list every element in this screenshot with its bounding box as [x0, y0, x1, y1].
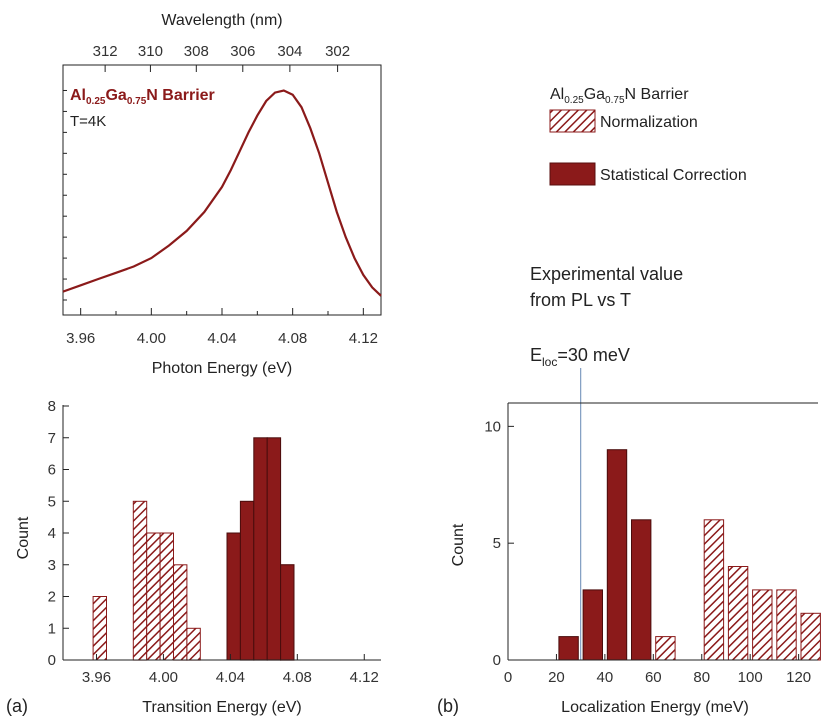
a-y-tick-label: 7	[48, 430, 56, 447]
panel-label-b: (b)	[437, 696, 459, 716]
a-y-tick-label: 2	[48, 589, 56, 606]
a-x-tick-label: 3.96	[82, 669, 111, 686]
a-y-tick-label: 6	[48, 462, 56, 479]
a-y-tick-label: 0	[48, 652, 56, 669]
wavelength-axis-label: Wavelength (nm)	[161, 12, 282, 29]
a-bar-solid	[239, 500, 255, 661]
temperature-label: T=4K	[70, 113, 106, 130]
a-y-tick-label: 3	[48, 557, 56, 574]
transition-histogram-panel: 0 1 2 3 4 5 6 7 8 3.96 4.00 4.04 4.08 4.12 Count Tra…	[6, 398, 381, 716]
b-bar-solid	[582, 589, 603, 661]
b-x-tick-label: 80	[693, 669, 710, 686]
annotation-line-1: Experimental value	[530, 264, 683, 284]
a-bar-hatched	[159, 532, 175, 661]
a-y-tick-label: 8	[48, 398, 56, 415]
panel-label-a: (a)	[6, 696, 28, 716]
localization-bars	[558, 449, 821, 661]
wavelength-tick-label: 310	[138, 43, 163, 60]
a-x-tick-label: 4.04	[216, 669, 245, 686]
a-bar-solid	[266, 437, 282, 661]
photon-energy-tick-label: 4.00	[137, 330, 166, 347]
b-bar-hatched	[655, 636, 676, 661]
a-bar-solid	[226, 532, 241, 661]
b-y-tick-label: 0	[493, 652, 501, 669]
a-bar-hatched	[92, 596, 107, 661]
b-x-tick-label: 120	[786, 669, 811, 686]
b-y-tick-label: 5	[493, 535, 501, 552]
b-bar-solid	[606, 449, 628, 661]
b-bar-hatched	[703, 519, 725, 661]
a-bar-solid	[280, 564, 295, 661]
b-x-tick-label: 100	[738, 669, 763, 686]
a-bar-solid	[253, 437, 268, 661]
a-y-tick-label: 1	[48, 620, 56, 637]
legend-swatch-solid	[549, 162, 596, 186]
b-y-axis-label: Count	[450, 523, 467, 566]
eloc-value-label: Eloc=30 meV	[530, 345, 630, 369]
wavelength-tick-label: 308	[184, 43, 209, 60]
photon-energy-tick-label: 4.12	[349, 330, 378, 347]
a-y-ticks: 0 1 2 3 4 5 6 7 8	[48, 398, 69, 669]
b-bar-solid	[631, 519, 652, 661]
a-x-ticks: 3.96 4.00 4.04 4.08 4.12	[82, 654, 379, 686]
b-bar-solid	[558, 636, 579, 661]
b-x-axis-label: Localization Energy (meV)	[561, 699, 749, 716]
experimental-annotation: Experimental value from PL vs T Eloc=30 …	[530, 264, 683, 369]
transition-bars	[92, 437, 295, 661]
b-y-ticks: 0 5 10	[484, 418, 514, 669]
a-x-tick-label: 4.00	[149, 669, 178, 686]
photon-energy-tick-label: 4.08	[278, 330, 307, 347]
legend-swatch-hatched	[549, 109, 596, 133]
b-y-tick-label: 10	[484, 418, 501, 435]
b-bar-hatched	[752, 589, 773, 661]
a-bar-hatched	[186, 627, 201, 661]
a-bar-hatched	[173, 564, 188, 661]
b-x-tick-label: 40	[597, 669, 614, 686]
legend-label-statistical-correction: Statistical Correction	[600, 167, 747, 184]
wavelength-tick-label: 302	[325, 43, 350, 60]
b-x-ticks: 0 20 40 60 80 100 120	[504, 654, 811, 686]
a-y-tick-label: 4	[48, 525, 56, 542]
b-bar-hatched	[776, 589, 797, 661]
a-y-axis-label: Count	[15, 516, 32, 559]
barrier-composition-label: Al0.25Ga0.75N Barrier	[70, 87, 215, 107]
a-x-axis-label: Transition Energy (eV)	[142, 699, 301, 716]
localization-histogram-panel: 0 5 10 0 20 40 60 80 100 120 Count Localization …	[437, 368, 821, 716]
annotation-line-2: from PL vs T	[530, 290, 631, 310]
a-bar-hatched	[132, 500, 148, 661]
legend: Al0.25Ga0.75N Barrier Normalization Stat…	[549, 86, 747, 186]
spectrum-y-ticks	[63, 89, 67, 301]
b-x-tick-label: 0	[504, 669, 512, 686]
spectrum-panel: Wavelength (nm) 312 310 308 306 304 302 3.96 4…	[62, 12, 382, 377]
b-bar-hatched	[727, 566, 749, 661]
a-bar-hatched	[146, 532, 161, 661]
b-x-tick-label: 60	[645, 669, 662, 686]
wavelength-tick-label: 304	[277, 43, 302, 60]
legend-title: Al0.25Ga0.75N Barrier	[550, 86, 689, 106]
a-x-tick-label: 4.08	[283, 669, 312, 686]
a-x-tick-label: 4.12	[350, 669, 379, 686]
wavelength-tick-label: 312	[93, 43, 118, 60]
b-x-tick-label: 20	[548, 669, 565, 686]
wavelength-tick-label: 306	[230, 43, 255, 60]
photon-energy-tick-label: 4.04	[207, 330, 236, 347]
photon-energy-tick-label: 3.96	[66, 330, 95, 347]
b-bar-hatched	[800, 612, 821, 661]
spectrum-series-line	[62, 89, 382, 297]
legend-label-normalization: Normalization	[600, 114, 698, 131]
photon-energy-axis-label: Photon Energy (eV)	[152, 360, 293, 377]
a-y-tick-label: 5	[48, 493, 56, 510]
wavelength-ticks: 312 310 308 306 304 302	[93, 43, 350, 72]
photon-energy-ticks: 3.96 4.00 4.04 4.08 4.12	[66, 308, 378, 347]
